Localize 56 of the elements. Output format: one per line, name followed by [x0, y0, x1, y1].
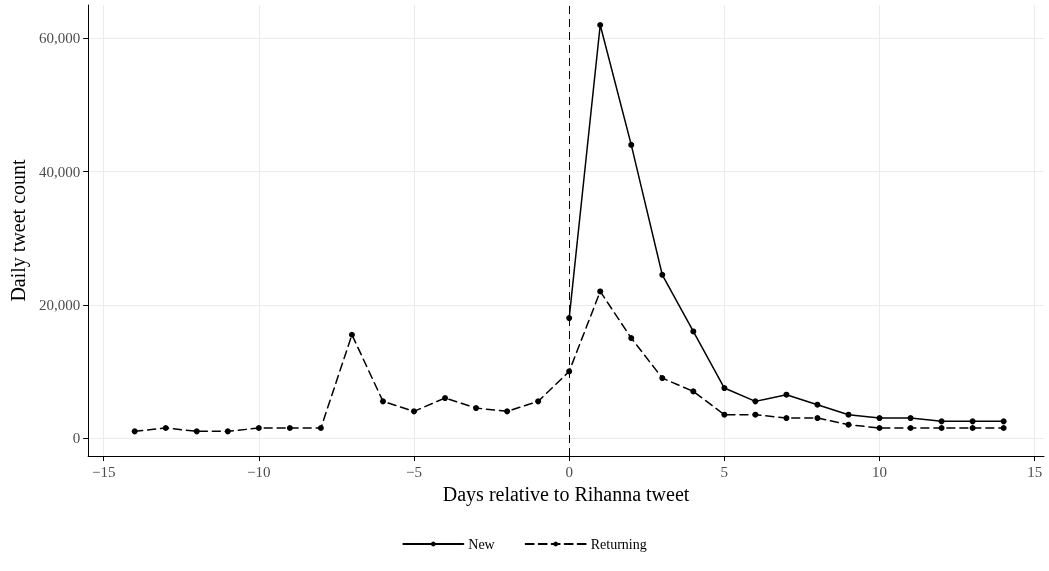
point	[504, 408, 511, 415]
point	[876, 425, 883, 432]
point	[659, 271, 666, 278]
point	[193, 428, 200, 435]
point	[597, 288, 604, 295]
point	[473, 405, 480, 412]
y-tick-label: 40,000	[38, 163, 81, 180]
point	[690, 328, 697, 335]
point	[162, 425, 169, 432]
point	[969, 418, 976, 425]
point	[628, 141, 635, 148]
point	[752, 398, 759, 405]
y-tick-label: 20,000	[38, 296, 81, 313]
x-axis-title: Days relative to Rihanna tweet	[442, 483, 690, 506]
point	[783, 415, 790, 422]
point	[659, 375, 666, 382]
point	[938, 425, 945, 432]
legend-label: New	[468, 536, 496, 552]
point	[379, 398, 386, 405]
point	[348, 331, 355, 338]
x-tick-label: −5	[406, 463, 422, 480]
legend-label: Returning	[590, 536, 647, 552]
point	[566, 315, 573, 322]
point	[814, 415, 821, 422]
point	[131, 428, 138, 435]
point	[783, 391, 790, 398]
point	[286, 425, 293, 432]
point	[1000, 418, 1007, 425]
x-tick-label: 10	[872, 463, 888, 480]
point	[752, 411, 759, 418]
point	[876, 415, 883, 422]
y-tick-label: 0	[72, 430, 81, 447]
x-tick-label: 5	[720, 463, 729, 480]
x-tick-label: −15	[91, 463, 116, 480]
point	[690, 388, 697, 395]
point	[597, 21, 604, 28]
point	[721, 385, 728, 392]
x-tick-label: −10	[247, 463, 271, 480]
point	[224, 428, 231, 435]
x-tick-label: 0	[565, 463, 573, 480]
x-tick-label: 15	[1027, 463, 1043, 480]
point	[721, 411, 728, 418]
point	[411, 408, 418, 415]
y-tick-label: 60,000	[38, 30, 81, 47]
point	[255, 425, 262, 432]
point	[938, 418, 945, 425]
point	[317, 425, 324, 432]
point	[1000, 425, 1007, 432]
point	[814, 401, 821, 408]
point	[442, 395, 449, 402]
point	[969, 425, 976, 432]
y-axis-title: Daily tweet count	[7, 158, 30, 302]
point	[535, 398, 542, 405]
point	[628, 335, 635, 342]
point	[907, 425, 914, 432]
point	[907, 415, 914, 422]
